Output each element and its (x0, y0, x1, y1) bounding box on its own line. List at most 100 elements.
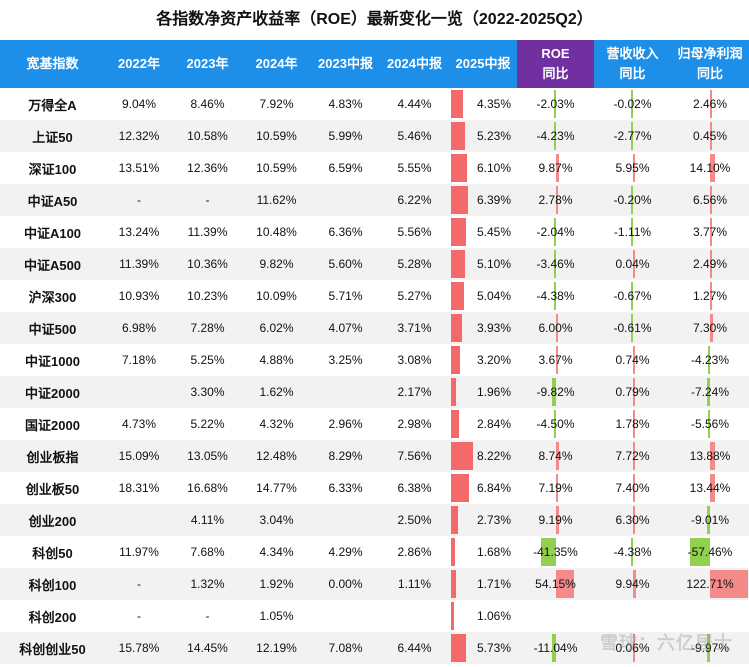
table-row: 创业200 4.11% 3.04% 2.50% 2.73% 9.19% 6.30% -9.01… (0, 504, 749, 536)
y2023-cell: 8.46% (173, 88, 242, 120)
roe-2025-bar (451, 634, 467, 662)
positive-bar (710, 570, 748, 598)
np-value: -5.56% (690, 417, 730, 431)
h2025-value: 6.39% (476, 193, 511, 207)
np-cell: 2.49% (671, 248, 749, 280)
y2024-cell: 11.62% (242, 184, 311, 216)
negative-bar (553, 218, 556, 246)
rev-cell: -0.20% (594, 184, 671, 216)
name-cell: 上证50 (0, 120, 105, 152)
h2025-value: 4.35% (476, 97, 511, 111)
h2024-cell: 3.71% (380, 312, 449, 344)
np-cell: 3.77% (671, 216, 749, 248)
rev-cell: -1.11% (594, 216, 671, 248)
roe-2025-bar (451, 442, 473, 470)
roe-value: -2.04% (536, 225, 575, 239)
table-row: 创业板指 15.09% 13.05% 12.48% 8.29% 7.56% 8.22% 8.7… (0, 440, 749, 472)
h2023-cell: 7.08% (311, 632, 380, 664)
h2025-cell: 8.22% (449, 440, 517, 472)
rev-value: -1.11% (613, 225, 652, 239)
y2022-cell: 11.39% (105, 248, 173, 280)
roe-cell: 3.67% (517, 344, 594, 376)
header-text: 营收收入 (606, 46, 659, 61)
header-cell: 2023年 (173, 40, 242, 88)
h2025-value: 6.84% (476, 481, 511, 495)
positive-bar (632, 570, 636, 598)
h2025-cell: 6.10% (449, 152, 517, 184)
roe-cell: -41.35% (517, 536, 594, 568)
rev-cell: -0.61% (594, 312, 671, 344)
y2024-cell: 1.05% (242, 600, 311, 632)
rev-value: 9.94% (615, 577, 650, 591)
positive-bar (632, 474, 636, 502)
np-cell: -4.23% (671, 344, 749, 376)
header-cell: 宽基指数 (0, 40, 105, 88)
h2024-cell: 6.22% (380, 184, 449, 216)
y2022-cell: - (105, 568, 173, 600)
y2023-cell: 5.25% (173, 344, 242, 376)
roe-value: -4.23% (536, 129, 575, 143)
header-row: 宽基指数 2022年 2023年 2024年 2023中报 2024中报 2025中报 ROE… (0, 40, 749, 88)
h2023-cell (311, 376, 380, 408)
np-value: 2.49% (692, 257, 728, 271)
h2024-cell: 2.50% (380, 504, 449, 536)
roe-value: 9.19% (538, 513, 573, 527)
y2022-cell: 13.24% (105, 216, 173, 248)
h2025-value: 1.96% (476, 385, 511, 399)
table-row: 中证500 6.98% 7.28% 6.02% 4.07% 3.71% 3.93% 6.00%… (0, 312, 749, 344)
h2024-cell: 5.55% (380, 152, 449, 184)
h2023-cell: 0.00% (311, 568, 380, 600)
positive-bar (710, 250, 712, 278)
np-cell: -7.24% (671, 376, 749, 408)
h2023-cell: 4.29% (311, 536, 380, 568)
h2024-cell: 2.17% (380, 376, 449, 408)
rev-value: 1.78% (615, 417, 650, 431)
header-text: 2025中报 (455, 56, 511, 71)
header-cell: 2024中报 (380, 40, 449, 88)
negative-bar (706, 506, 710, 534)
rev-value: -0.67% (613, 289, 652, 303)
y2024-cell: 10.48% (242, 216, 311, 248)
rev-cell: -4.38% (594, 536, 671, 568)
y2022-cell: - (105, 600, 173, 632)
roe-cell: 7.19% (517, 472, 594, 504)
h2025-cell: 4.35% (449, 88, 517, 120)
y2024-cell: 10.59% (242, 152, 311, 184)
table-row: 国证2000 4.73% 5.22% 4.32% 2.96% 2.98% 2.84% -4.5… (0, 408, 749, 440)
h2024-cell: 2.86% (380, 536, 449, 568)
table-row: 中证A50- -11.62% 6.22% 6.39% 2.78% -0.20% 6.56% (0, 184, 749, 216)
np-value: 13.88% (689, 449, 731, 463)
header-text: 2023年 (186, 56, 229, 71)
y2024-cell: 4.34% (242, 536, 311, 568)
y2024-cell: 1.62% (242, 376, 311, 408)
h2024-cell (380, 600, 449, 632)
np-value: 7.30% (692, 321, 728, 335)
np-cell: 7.30% (671, 312, 749, 344)
h2023-cell: 6.33% (311, 472, 380, 504)
negative-bar (553, 122, 556, 150)
table-row: 深证100 13.51% 12.36% 10.59% 6.59% 5.55% 6.10% 9.… (0, 152, 749, 184)
y2023-cell: 10.36% (173, 248, 242, 280)
y2023-cell: 14.45% (173, 632, 242, 664)
name-cell: 科创创业50 (0, 632, 105, 664)
np-cell (671, 600, 749, 632)
table-body: 万得全A 9.04% 8.46% 7.92% 4.83% 4.44% 4.35% -2.03%… (0, 88, 749, 664)
name-cell: 中证1000 (0, 344, 105, 376)
h2024-cell: 5.56% (380, 216, 449, 248)
header-text: 2024年 (255, 56, 298, 71)
positive-bar (632, 378, 635, 406)
roe-cell: 2.78% (517, 184, 594, 216)
roe-value: -4.50% (536, 417, 575, 431)
name-cell: 中证A100 (0, 216, 105, 248)
positive-bar (555, 506, 559, 534)
y2023-cell: 11.39% (173, 216, 242, 248)
y2023-cell: 10.23% (173, 280, 242, 312)
negative-bar (553, 90, 556, 118)
roe-cell: -4.50% (517, 408, 594, 440)
h2025-cell: 5.04% (449, 280, 517, 312)
h2024-cell: 3.08% (380, 344, 449, 376)
header-cell: 2025中报 (449, 40, 517, 88)
header-text: 同比 (619, 66, 646, 81)
header-cell: 归母净利润 同比 (671, 40, 749, 88)
y2024-cell: 4.32% (242, 408, 311, 440)
